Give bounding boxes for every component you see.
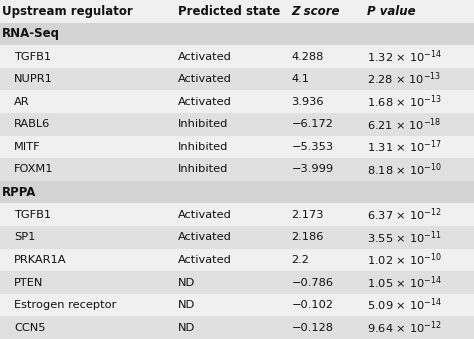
Text: ND: ND xyxy=(178,278,195,287)
Text: TGFB1: TGFB1 xyxy=(14,210,51,220)
Text: −0.102: −0.102 xyxy=(292,300,334,310)
Text: 2.2: 2.2 xyxy=(292,255,310,265)
Text: TGFB1: TGFB1 xyxy=(14,52,51,61)
Bar xyxy=(0,113,474,136)
Bar xyxy=(0,23,474,45)
Text: FOXM1: FOXM1 xyxy=(14,164,54,175)
Bar xyxy=(0,68,474,91)
Bar xyxy=(0,203,474,226)
Bar xyxy=(0,136,474,158)
Bar xyxy=(0,294,474,316)
Text: 1.68 × 10$^{-13}$: 1.68 × 10$^{-13}$ xyxy=(367,94,442,110)
Text: Activated: Activated xyxy=(178,232,232,242)
Text: Activated: Activated xyxy=(178,255,232,265)
Text: Predicted state: Predicted state xyxy=(178,5,280,18)
Text: 2.186: 2.186 xyxy=(292,232,324,242)
Text: 3.55 × 10$^{-11}$: 3.55 × 10$^{-11}$ xyxy=(367,229,442,245)
Bar xyxy=(0,316,474,339)
Text: PTEN: PTEN xyxy=(14,278,44,287)
Text: 1.31 × 10$^{-17}$: 1.31 × 10$^{-17}$ xyxy=(367,139,442,155)
Text: ND: ND xyxy=(178,300,195,310)
Text: Inhibited: Inhibited xyxy=(178,164,228,175)
Bar xyxy=(0,91,474,113)
Text: PRKAR1A: PRKAR1A xyxy=(14,255,67,265)
Text: 1.32 × 10$^{-14}$: 1.32 × 10$^{-14}$ xyxy=(367,48,442,65)
Text: 9.64 × 10$^{-12}$: 9.64 × 10$^{-12}$ xyxy=(367,319,442,336)
Text: Activated: Activated xyxy=(178,97,232,107)
Text: 5.09 × 10$^{-14}$: 5.09 × 10$^{-14}$ xyxy=(367,297,442,313)
Text: CCN5: CCN5 xyxy=(14,323,46,333)
Text: 2.173: 2.173 xyxy=(292,210,324,220)
Text: RPPA: RPPA xyxy=(2,185,37,199)
Text: P value: P value xyxy=(367,5,416,18)
Bar xyxy=(0,181,474,203)
Text: −5.353: −5.353 xyxy=(292,142,334,152)
Text: MITF: MITF xyxy=(14,142,41,152)
Bar xyxy=(0,0,474,23)
Text: 6.37 × 10$^{-12}$: 6.37 × 10$^{-12}$ xyxy=(367,206,442,223)
Bar xyxy=(0,158,474,181)
Text: Z score: Z score xyxy=(292,5,340,18)
Text: −3.999: −3.999 xyxy=(292,164,334,175)
Text: NUPR1: NUPR1 xyxy=(14,74,53,84)
Bar xyxy=(0,45,474,68)
Text: Inhibited: Inhibited xyxy=(178,119,228,129)
Text: Upstream regulator: Upstream regulator xyxy=(2,5,133,18)
Bar xyxy=(0,226,474,248)
Text: Activated: Activated xyxy=(178,74,232,84)
Text: AR: AR xyxy=(14,97,30,107)
Text: 6.21 × 10$^{-18}$: 6.21 × 10$^{-18}$ xyxy=(367,116,442,133)
Text: 4.1: 4.1 xyxy=(292,74,310,84)
Text: −0.786: −0.786 xyxy=(292,278,334,287)
Text: 8.18 × 10$^{-10}$: 8.18 × 10$^{-10}$ xyxy=(367,161,442,178)
Text: RNA-Seq: RNA-Seq xyxy=(2,27,60,40)
Text: Activated: Activated xyxy=(178,52,232,61)
Text: 3.936: 3.936 xyxy=(292,97,324,107)
Text: SP1: SP1 xyxy=(14,232,36,242)
Text: 4.288: 4.288 xyxy=(292,52,324,61)
Bar xyxy=(0,271,474,294)
Bar xyxy=(0,248,474,271)
Text: −6.172: −6.172 xyxy=(292,119,333,129)
Text: Inhibited: Inhibited xyxy=(178,142,228,152)
Text: −0.128: −0.128 xyxy=(292,323,334,333)
Text: Activated: Activated xyxy=(178,210,232,220)
Text: RABL6: RABL6 xyxy=(14,119,50,129)
Text: ND: ND xyxy=(178,323,195,333)
Text: 1.05 × 10$^{-14}$: 1.05 × 10$^{-14}$ xyxy=(367,274,442,291)
Text: Estrogen receptor: Estrogen receptor xyxy=(14,300,117,310)
Text: 2.28 × 10$^{-13}$: 2.28 × 10$^{-13}$ xyxy=(367,71,441,87)
Text: 1.02 × 10$^{-10}$: 1.02 × 10$^{-10}$ xyxy=(367,252,442,268)
